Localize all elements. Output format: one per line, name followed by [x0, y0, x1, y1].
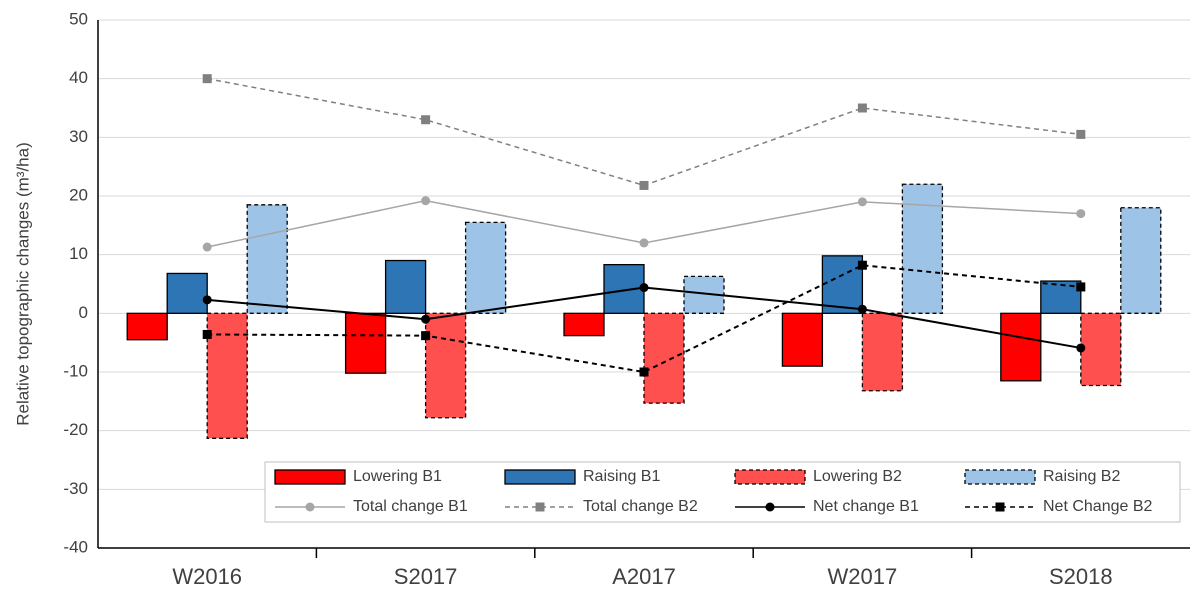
legend-label: Total change B2 [583, 498, 698, 515]
bar [781, 312, 824, 367]
line-point [639, 367, 649, 377]
legend-swatch [274, 469, 346, 485]
line-point [1076, 209, 1086, 219]
y-tick-label: -20 [63, 420, 88, 439]
line-point [421, 196, 431, 206]
legend-label: Net Change B2 [1043, 498, 1153, 515]
line [207, 77, 1081, 187]
bar [1080, 312, 1122, 387]
legend-label: Lowering B1 [353, 468, 442, 485]
legend-swatch [964, 469, 1036, 485]
x-tick-label: A2017 [612, 564, 676, 589]
y-tick-label: -10 [63, 361, 88, 380]
bar [344, 312, 387, 374]
bar [1120, 207, 1162, 314]
legend-marker [995, 502, 1005, 512]
line [207, 264, 1081, 374]
line-point [639, 283, 649, 293]
bar [1000, 312, 1042, 382]
line-point [202, 242, 212, 252]
bar [166, 272, 208, 314]
legend-marker [535, 502, 545, 512]
legend-swatch [504, 469, 576, 485]
x-tick-label: W2016 [172, 564, 242, 589]
legend-label: Net change B1 [813, 498, 919, 515]
legend-label: Raising B2 [1043, 468, 1120, 485]
y-tick-label: -40 [63, 537, 88, 556]
x-tick-label: S2017 [394, 564, 458, 589]
bar [821, 255, 864, 314]
bar [126, 312, 168, 341]
line-point [1076, 282, 1086, 292]
bar [861, 312, 904, 392]
line-point [857, 304, 867, 314]
line-point [421, 331, 431, 341]
y-axis-label: Relative topographic changes (m³/ha) [13, 142, 32, 425]
bar [424, 312, 467, 419]
y-tick-label: 40 [69, 68, 88, 87]
bar [206, 312, 248, 439]
y-tick-label: -30 [63, 479, 88, 498]
line-point [202, 329, 212, 339]
legend-marker [305, 502, 315, 512]
line-point [857, 103, 867, 113]
bar [384, 259, 427, 314]
y-tick-label: 0 [79, 303, 88, 322]
legend-marker [765, 502, 775, 512]
legend-label: Total change B1 [353, 498, 468, 515]
y-tick-label: 20 [69, 185, 88, 204]
line-point [202, 74, 212, 84]
line-point [639, 180, 649, 190]
line-point [421, 115, 431, 125]
legend-swatch [734, 469, 806, 485]
bar [464, 221, 507, 314]
x-tick-label: S2018 [1049, 564, 1113, 589]
legend-label: Raising B1 [583, 468, 660, 485]
bar [563, 312, 605, 337]
line-point [202, 295, 212, 305]
bar [246, 204, 288, 314]
legend-label: Lowering B2 [813, 468, 902, 485]
line-point [421, 314, 431, 324]
bar [1040, 280, 1082, 314]
line-point [1076, 129, 1086, 139]
line-point [857, 197, 867, 207]
line-point [857, 260, 867, 270]
x-tick-label: W2017 [828, 564, 898, 589]
line-point [1076, 343, 1086, 353]
y-tick-label: 30 [69, 127, 88, 146]
y-tick-label: 10 [69, 244, 88, 263]
line-point [639, 238, 649, 248]
y-tick-label: 50 [69, 9, 88, 28]
bar [643, 312, 685, 404]
